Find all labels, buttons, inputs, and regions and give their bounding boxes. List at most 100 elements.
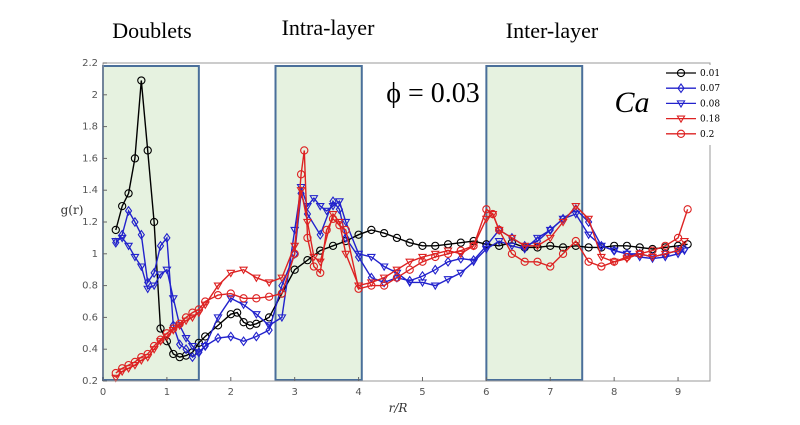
data-point-0.08: [149, 282, 159, 291]
data-point-0.18: [417, 253, 428, 262]
data-point-0.08: [622, 250, 632, 259]
data-point-0.08: [647, 255, 658, 264]
data-point-0.08: [123, 242, 134, 251]
data-point-0.07: [354, 251, 363, 263]
data-point-0.08: [571, 210, 581, 219]
data-point-0.08: [341, 218, 351, 227]
data-point-0.08: [481, 245, 491, 254]
data-point-0.18: [571, 203, 581, 211]
data-point-0.07: [431, 264, 439, 275]
data-point-0.18: [545, 234, 555, 243]
data-point-0.01: [194, 338, 203, 347]
data-point-0.18: [430, 250, 440, 259]
data-point-0.2: [156, 335, 165, 344]
data-point-0.07: [227, 331, 235, 342]
x-tick-label: 8: [611, 387, 617, 398]
data-point-0.2: [201, 297, 210, 306]
data-point-0.18: [584, 215, 594, 224]
legend-label: 0.07: [700, 84, 720, 94]
data-point-0.18: [660, 250, 670, 259]
data-point-0.2: [431, 252, 440, 262]
data-point-0.01: [328, 241, 338, 250]
data-point-0.01: [367, 225, 376, 235]
data-point-0.08: [322, 207, 332, 216]
data-point-0.07: [131, 216, 139, 228]
data-point-0.08: [213, 314, 223, 323]
data-point-0.07: [188, 352, 197, 363]
data-point-0.01: [405, 238, 414, 247]
data-point-0.18: [187, 314, 198, 323]
data-point-0.01: [118, 201, 127, 211]
data-point-0.2: [558, 249, 568, 258]
legend-marker: [677, 83, 685, 94]
series-0.2: [111, 146, 692, 378]
data-point-0.2: [635, 249, 644, 258]
data-point-0.18: [679, 238, 690, 246]
data-point-0.01: [379, 228, 389, 238]
data-point-0.07: [265, 324, 273, 336]
data-point-0.08: [366, 253, 376, 262]
data-point-0.01: [233, 308, 242, 317]
data-point-0.18: [443, 247, 453, 256]
data-point-0.2: [418, 257, 427, 266]
data-point-0.08: [469, 258, 479, 267]
data-point-0.18: [251, 274, 261, 283]
regions-layer: [102, 65, 584, 381]
data-point-0.2: [316, 268, 325, 278]
data-point-0.07: [316, 229, 324, 240]
data-point-0.2: [277, 289, 287, 298]
legend-label: 0.01: [700, 69, 720, 79]
data-point-0.08: [456, 269, 466, 278]
region-label-inter-layer: Inter-layer: [506, 18, 599, 43]
ca-annotation: Ca: [614, 86, 649, 119]
data-point-0.2: [392, 273, 402, 282]
data-point-0.2: [610, 257, 619, 266]
data-point-0.18: [213, 282, 223, 291]
data-point-0.08: [143, 285, 153, 294]
data-point-0.2: [597, 262, 606, 271]
data-point-0.2: [264, 292, 274, 301]
data-point-0.2: [124, 360, 133, 370]
data-point-0.08: [545, 226, 555, 235]
data-point-0.08: [532, 234, 543, 243]
x-tick-label: 2: [228, 387, 234, 398]
x-tick-label: 5: [419, 387, 425, 398]
data-point-0.2: [622, 252, 632, 262]
data-point-0.07: [175, 339, 184, 350]
data-point-0.2: [309, 262, 319, 271]
series-layer: [111, 76, 692, 383]
data-point-0.2: [300, 146, 309, 155]
legend-marker: [676, 68, 686, 78]
data-point-0.01: [143, 146, 152, 155]
data-point-0.07: [156, 240, 165, 251]
x-tick-label: 6: [483, 387, 489, 398]
y-tick-label: 1.6: [82, 153, 98, 164]
data-point-0.01: [149, 217, 159, 227]
data-point-0.18: [328, 210, 338, 219]
data-point-0.2: [169, 324, 178, 333]
data-point-0.01: [130, 154, 140, 163]
data-point-0.2: [296, 170, 306, 179]
data-point-0.18: [264, 279, 274, 288]
data-point-0.18: [379, 274, 389, 283]
series-line-0.2: [115, 150, 689, 374]
x-tick-label: 1: [164, 387, 170, 398]
data-point-0.2: [341, 225, 350, 235]
data-point-0.18: [111, 374, 121, 383]
data-point-0.01: [181, 351, 191, 360]
y-tick-label: 0.8: [82, 281, 98, 292]
data-point-0.2: [118, 364, 127, 373]
y-tick-label: 0.4: [82, 344, 98, 355]
region-box-1: [274, 65, 363, 381]
data-point-0.2: [111, 368, 120, 378]
data-point-0.01: [392, 233, 402, 243]
data-point-0.01: [169, 349, 178, 359]
y-tick-label: 1.4: [82, 185, 98, 196]
data-point-0.08: [162, 266, 172, 275]
data-point-0.18: [277, 274, 287, 283]
data-point-0.2: [520, 257, 529, 266]
series-line-0.08: [115, 186, 685, 354]
data-point-0.08: [187, 342, 198, 351]
data-point-0.01: [124, 189, 133, 198]
